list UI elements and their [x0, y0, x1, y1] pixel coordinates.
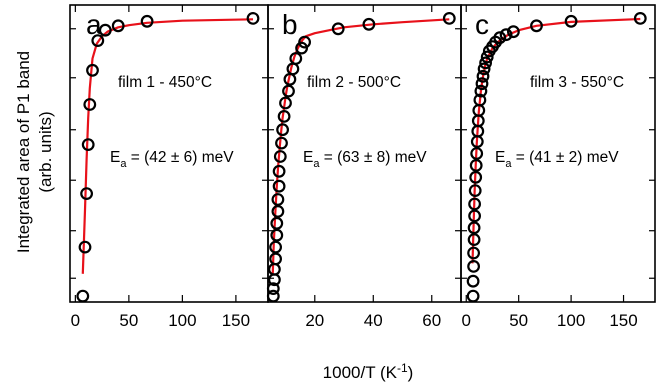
- data-point: [507, 25, 520, 39]
- x-tick-label: 100: [168, 311, 196, 330]
- data-point: [476, 69, 490, 83]
- fit-curve: [81, 18, 254, 274]
- data-point: [331, 22, 345, 36]
- data-point: [86, 63, 99, 77]
- data-point: [474, 84, 488, 98]
- x-tick-label: 50: [119, 311, 138, 330]
- data-point: [480, 50, 494, 64]
- data-point: [298, 35, 312, 49]
- data-point: [270, 228, 284, 242]
- data-point: [266, 282, 280, 296]
- x-tick-label: 60: [422, 311, 441, 330]
- y-axis-title-line1: Integrated area of P1 band: [14, 51, 33, 253]
- data-point: [469, 158, 483, 172]
- data-point: [83, 98, 97, 111]
- x-tick-label: 150: [609, 311, 637, 330]
- data-point: [493, 31, 507, 45]
- data-point: [271, 204, 285, 218]
- data-point: [268, 262, 281, 276]
- x-tick-label: 100: [557, 311, 585, 330]
- x-tick-label: 150: [222, 311, 250, 330]
- x-axis-title-sup: -1: [397, 361, 408, 375]
- fit-curve: [471, 17, 641, 264]
- data-point: [564, 14, 578, 28]
- panel-letter: a: [86, 9, 102, 40]
- data-point: [277, 109, 291, 123]
- data-point: [282, 84, 295, 98]
- panel-b: 20 40 60 b film 2 - 500°C Ea = (63 ± 8) meV: [266, 4, 462, 330]
- data-point: [81, 138, 95, 152]
- data-point: [477, 62, 491, 76]
- data-point: [111, 19, 125, 33]
- data-point: [272, 164, 286, 178]
- activation-energy-label: Ea = (63 ± 8) meV: [303, 149, 427, 170]
- data-point: [467, 221, 481, 235]
- data-point: [270, 216, 284, 230]
- data-point: [468, 197, 482, 211]
- data-point: [275, 136, 288, 150]
- panel-c: 0 50 100 150 c film 3 - 550°C Ea = (41 ± 2) me…: [460, 4, 656, 330]
- data-point: [466, 289, 480, 303]
- x-axis-title: 1000/T (K-1): [323, 361, 414, 382]
- data-point: [279, 96, 292, 110]
- data-point: [80, 187, 93, 201]
- x-axis-title-close: ): [408, 363, 414, 382]
- film-label: film 3 - 550°C: [530, 74, 624, 91]
- film-label: film 1 - 450°C: [118, 74, 212, 91]
- data-point: [467, 246, 481, 260]
- panel-frame: [460, 4, 656, 303]
- data-point: [467, 233, 481, 247]
- data-point: [269, 240, 283, 254]
- data-point: [468, 209, 482, 223]
- x-tick-label: 0: [71, 311, 80, 330]
- x-tick-label: 40: [364, 311, 383, 330]
- film-label: film 2 - 500°C: [307, 74, 401, 91]
- panel-a: 0 50 100 150 a film 1 - 450°C Ea = (42 ± 6) me…: [69, 4, 269, 330]
- fit-curve: [271, 18, 450, 276]
- x-axis-title-main: 1000/T (K: [323, 363, 398, 382]
- y-axis-title-line2: (arb. units): [36, 111, 55, 192]
- data-point: [362, 17, 376, 31]
- x-tick-label: 20: [305, 311, 324, 330]
- data-point: [246, 11, 260, 25]
- data-point: [469, 170, 483, 184]
- panel-letter: c: [475, 9, 489, 40]
- data-point: [530, 19, 543, 33]
- data-point: [272, 179, 286, 193]
- activation-energy-label: Ea = (42 ± 6) meV: [110, 149, 234, 170]
- data-point: [78, 240, 92, 254]
- data-point: [295, 41, 309, 55]
- data-point: [633, 11, 647, 25]
- data-point: [466, 274, 480, 288]
- data-point: [499, 28, 513, 42]
- x-tick-label: 0: [462, 311, 471, 330]
- data-point: [266, 289, 280, 303]
- data-point: [479, 56, 493, 70]
- data-point: [470, 147, 484, 160]
- data-point: [468, 184, 482, 198]
- data-point: [276, 123, 290, 137]
- data-point: [442, 11, 456, 25]
- activation-energy-label: Ea = (41 ± 2) meV: [495, 149, 619, 170]
- data-point: [467, 260, 481, 273]
- data-point: [271, 193, 285, 206]
- data-point: [140, 14, 154, 28]
- data-point: [473, 93, 487, 107]
- panel-letter: b: [282, 9, 298, 40]
- data-point: [475, 77, 489, 91]
- y-axis-title: Integrated area of P1 band (arb. units): [14, 51, 55, 253]
- data-point: [269, 252, 283, 266]
- data-point: [273, 150, 287, 163]
- data-point: [91, 34, 105, 47]
- x-tick-label: 50: [509, 311, 528, 330]
- data-point: [76, 289, 90, 303]
- data-point: [289, 52, 303, 65]
- data-point: [98, 23, 112, 37]
